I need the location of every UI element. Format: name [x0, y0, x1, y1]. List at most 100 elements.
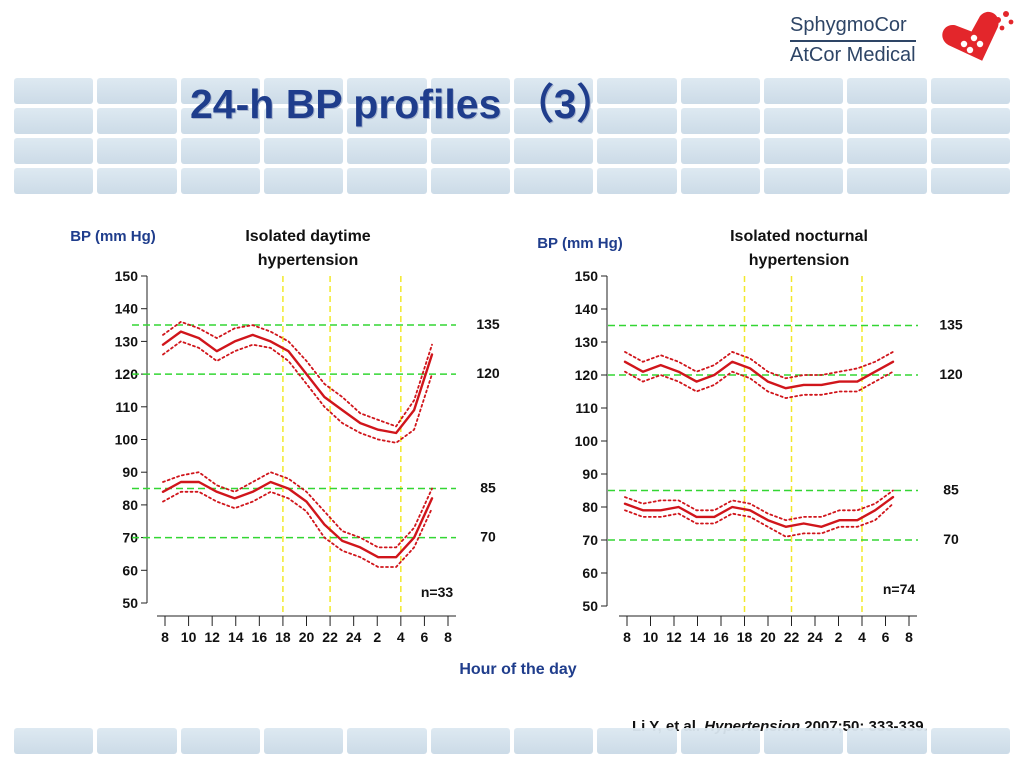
decor-tile — [680, 168, 760, 194]
decor-tile — [264, 168, 344, 194]
decor-tile — [430, 138, 510, 164]
decor-tile — [847, 108, 927, 134]
x-tick-label: 22 — [322, 629, 338, 645]
company-logo: SphygmoCor AtCor Medical — [790, 12, 916, 68]
x-tick-label: 18 — [737, 629, 753, 645]
footer-tile-band — [14, 728, 1010, 754]
decor-tile — [180, 168, 260, 194]
series-line-diastolic-lower-ci — [624, 502, 894, 538]
slide-title: 24-h BP profiles （3） — [190, 81, 618, 127]
series-line-diastolic — [623, 495, 895, 528]
decor-tile — [430, 108, 510, 134]
heart-logo-icon — [942, 11, 1014, 61]
x-tick-label: 16 — [713, 629, 729, 645]
decor-tile — [930, 728, 1010, 754]
decor-tile — [347, 78, 427, 104]
reference-label: 70 — [943, 531, 959, 547]
decor-tile — [180, 728, 260, 754]
decor-tile — [514, 78, 594, 104]
y-tick-label: 60 — [122, 562, 138, 578]
reference-label: 85 — [480, 480, 496, 496]
decor-tile — [764, 108, 844, 134]
chart2-n-annotation: n=74 — [883, 581, 916, 597]
logo-line-1: SphygmoCor — [790, 12, 916, 42]
x-tick-label: 20 — [760, 629, 776, 645]
decor-tile — [347, 168, 427, 194]
header-tile-band — [14, 78, 1010, 196]
x-tick-label: 14 — [690, 629, 706, 645]
y-tick-label: 100 — [575, 433, 599, 449]
decor-tile — [514, 138, 594, 164]
decor-tile — [14, 108, 94, 134]
chart1-title-line2: hypertension — [258, 252, 358, 269]
decor-tile — [97, 78, 177, 104]
decor-tile — [14, 138, 94, 164]
x-tick-label: 8 — [444, 629, 452, 645]
decor-tile — [847, 168, 927, 194]
series-line-systolic-upper-ci — [162, 320, 433, 428]
series-line-diastolic-lower-ci — [162, 490, 433, 568]
reference-label: 135 — [476, 316, 500, 332]
decor-tile — [514, 168, 594, 194]
decor-tile — [14, 78, 94, 104]
chart1-ylabel: BP (mm Hg) — [70, 228, 156, 245]
chart1-title-line1: Isolated daytime — [245, 228, 370, 245]
y-tick-label: 150 — [575, 268, 599, 284]
chart1-n-annotation: n=33 — [421, 584, 454, 600]
decor-tile — [847, 78, 927, 104]
series-line-diastolic-upper-ci — [162, 471, 433, 549]
x-axis-caption: Hour of the day — [459, 661, 576, 678]
decor-tile — [347, 138, 427, 164]
decor-tile — [97, 728, 177, 754]
series-line-systolic-lower-ci — [624, 370, 894, 400]
decor-tile — [180, 108, 260, 134]
decor-tile — [847, 728, 927, 754]
decor-tile — [264, 138, 344, 164]
x-tick-label: 8 — [161, 629, 169, 645]
series-line-systolic-lower-ci — [162, 340, 433, 444]
decor-tile — [514, 728, 594, 754]
x-tick-label: 20 — [299, 629, 315, 645]
chart2-title-line1: Isolated nocturnal — [730, 228, 868, 245]
decor-tile — [930, 78, 1010, 104]
decor-tile — [680, 138, 760, 164]
decor-tile — [514, 108, 594, 134]
series-line-systolic — [623, 360, 895, 390]
y-tick-label: 50 — [122, 595, 138, 611]
logo-line-2: AtCor Medical — [790, 44, 916, 66]
decor-tile — [347, 108, 427, 134]
decor-tile — [180, 138, 260, 164]
chart2-title-line2: hypertension — [749, 252, 849, 269]
y-tick-label: 110 — [115, 399, 138, 415]
x-tick-label: 4 — [397, 629, 405, 645]
reference-label: 120 — [939, 366, 963, 382]
chart2-ylabel: BP (mm Hg) — [537, 235, 623, 252]
decor-tile — [430, 168, 510, 194]
x-tick-label: 2 — [373, 629, 381, 645]
series-line-diastolic — [161, 480, 434, 559]
y-tick-label: 70 — [582, 532, 598, 548]
decor-tile — [264, 108, 344, 134]
decor-tile — [14, 728, 94, 754]
decor-tile — [430, 78, 510, 104]
y-tick-label: 120 — [575, 367, 599, 383]
reference-label: 135 — [939, 317, 963, 333]
y-tick-label: 130 — [575, 334, 599, 350]
decor-tile — [680, 728, 760, 754]
decor-tile — [597, 168, 677, 194]
x-tick-label: 18 — [275, 629, 291, 645]
decor-tile — [97, 108, 177, 134]
x-tick-label: 6 — [882, 629, 890, 645]
decor-tile — [680, 78, 760, 104]
x-tick-label: 24 — [807, 629, 823, 645]
x-tick-label: 10 — [181, 629, 197, 645]
y-tick-label: 130 — [115, 333, 139, 349]
y-tick-label: 90 — [122, 464, 138, 480]
decor-tile — [14, 168, 94, 194]
series-line-systolic-upper-ci — [624, 350, 894, 380]
y-tick-label: 50 — [582, 598, 598, 614]
series-line-diastolic-upper-ci — [624, 489, 894, 522]
x-tick-label: 4 — [858, 629, 866, 645]
